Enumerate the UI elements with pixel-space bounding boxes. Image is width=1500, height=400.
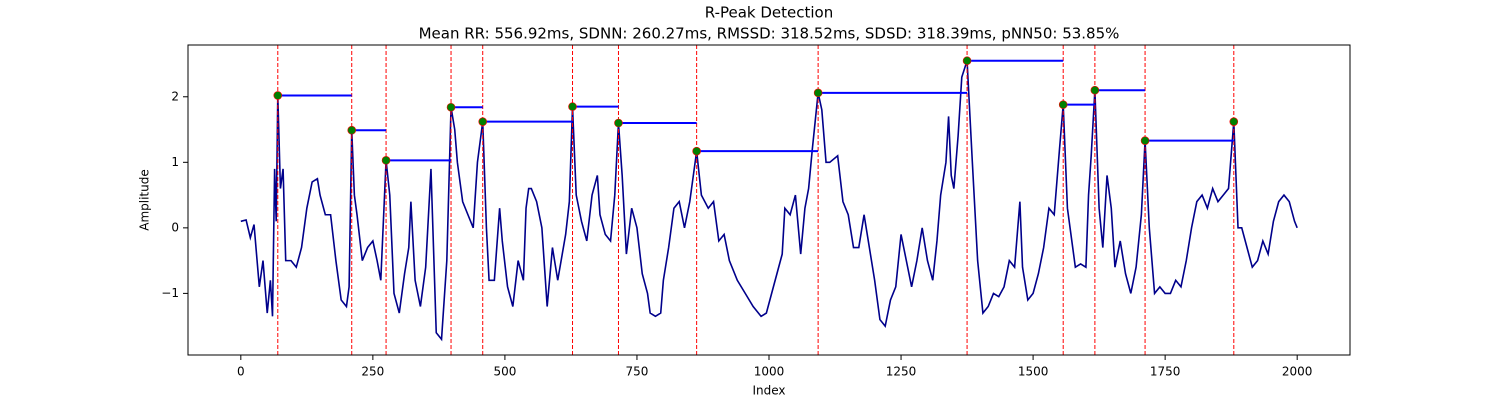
y-axis-label: Amplitude (138, 169, 152, 231)
x-tick-label: 1500 (1018, 365, 1049, 379)
peak-marker (1140, 136, 1150, 145)
signal-line (240, 60, 1298, 342)
x-tick-label: 250 (361, 365, 384, 379)
peak-marker (273, 91, 283, 100)
y-tick-label: −1 (161, 286, 179, 300)
x-tick-label: 1750 (1150, 365, 1181, 379)
peak-marker (446, 102, 456, 112)
peak-marker (1229, 117, 1239, 126)
peak-marker (478, 117, 488, 126)
x-tick-label: 500 (493, 365, 516, 379)
y-tick-label: 2 (171, 89, 179, 103)
y-tick-label: 1 (171, 155, 179, 169)
peak-marker (568, 102, 577, 111)
peak-marker (1058, 100, 1068, 109)
peak-marker (614, 118, 623, 128)
peak-marker (381, 156, 391, 165)
x-tick-label: 0 (237, 365, 245, 379)
peak-marker (692, 146, 701, 156)
x-axis-label: Index (752, 384, 785, 398)
x-tick-label: 1000 (754, 365, 785, 379)
x-tick-label: 1250 (886, 365, 917, 379)
chart-title: R-Peak Detection (705, 4, 833, 22)
peak-marker (813, 88, 823, 98)
plot-frame (187, 44, 1351, 356)
x-tick-label: 2000 (1282, 365, 1313, 379)
peak-marker (347, 125, 357, 135)
peak-marker (962, 56, 972, 66)
chart-subtitle: Mean RR: 556.92ms, SDNN: 260.27ms, RMSSD… (419, 25, 1120, 43)
y-tick-label: 0 (171, 220, 179, 234)
x-tick-label: 750 (626, 365, 649, 379)
peak-marker (1090, 85, 1100, 95)
